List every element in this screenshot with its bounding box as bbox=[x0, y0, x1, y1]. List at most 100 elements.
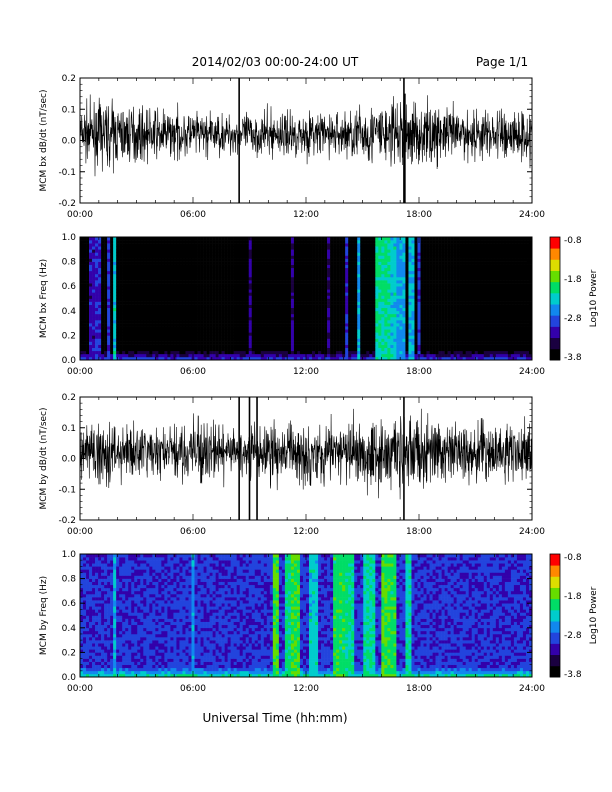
spectrogram-cell bbox=[152, 295, 156, 299]
spectrogram-cell bbox=[248, 313, 253, 318]
spectrogram-cell bbox=[110, 301, 114, 305]
spectrogram-cell bbox=[281, 316, 286, 321]
spectrogram-cell bbox=[384, 280, 388, 284]
spectrogram-cell bbox=[369, 353, 373, 358]
spectrogram-cell bbox=[224, 338, 228, 342]
spectrogram-cell bbox=[191, 307, 195, 312]
spectrogram-cell bbox=[110, 243, 114, 247]
spectrogram-cell bbox=[146, 304, 150, 309]
spectrogram-cell bbox=[242, 353, 247, 358]
spectrogram-cell bbox=[125, 289, 129, 293]
spectrogram-cell bbox=[236, 240, 240, 244]
spectrogram-cell bbox=[290, 307, 295, 312]
spectrogram-cell bbox=[345, 283, 349, 287]
spectrogram-cell bbox=[113, 323, 117, 327]
spectrogram-cell bbox=[399, 255, 403, 259]
spectrogram-cell bbox=[369, 347, 373, 352]
spectrogram-cell bbox=[200, 295, 204, 299]
spectrogram-cell bbox=[426, 316, 430, 321]
spectrogram-cell bbox=[312, 295, 316, 299]
spectrogram-cell bbox=[399, 237, 403, 241]
spectrogram-cell bbox=[426, 356, 430, 361]
spectrogram-cell bbox=[366, 316, 370, 321]
spectrogram-cell bbox=[266, 307, 271, 312]
spectrogram-cell bbox=[83, 341, 87, 345]
spectrogram-cell bbox=[242, 310, 247, 315]
spectrogram-cell bbox=[164, 307, 168, 312]
spectrogram-cell bbox=[206, 270, 210, 275]
spectrogram-cell bbox=[429, 335, 433, 339]
spectrogram-cell bbox=[321, 292, 325, 296]
spectrogram-cell bbox=[429, 320, 433, 324]
spectrogram-cell bbox=[116, 258, 120, 262]
spectrogram-cell bbox=[275, 341, 280, 345]
spectrogram-cell bbox=[324, 295, 328, 299]
spectrogram-cell bbox=[125, 301, 129, 305]
spectrogram-cell bbox=[185, 298, 189, 302]
spectrogram-cell bbox=[143, 252, 147, 256]
spectrogram-cell bbox=[399, 249, 403, 253]
spectrogram-cell bbox=[327, 249, 331, 253]
spectrogram-cell bbox=[158, 249, 162, 253]
spectrogram-cell bbox=[167, 276, 171, 281]
spectrogram-cell bbox=[357, 264, 361, 269]
spectrogram-cell bbox=[309, 295, 313, 299]
spectrogram-cell bbox=[342, 307, 346, 312]
spectrogram-cell bbox=[227, 304, 231, 309]
spectrogram-cell bbox=[239, 237, 244, 241]
spectrogram-cell bbox=[110, 313, 114, 318]
spectrogram-cell bbox=[98, 341, 102, 345]
spectrogram-cell bbox=[95, 338, 99, 342]
spectrogram-cell bbox=[248, 301, 253, 305]
spectrogram-cell bbox=[423, 289, 427, 293]
spectrogram-cell bbox=[299, 350, 304, 355]
spectrogram-cell bbox=[164, 344, 168, 349]
spectrogram-cell bbox=[336, 246, 340, 250]
spectrogram-cell bbox=[140, 350, 144, 355]
spectrogram-cell bbox=[215, 261, 219, 265]
spectrogram-cell bbox=[312, 261, 316, 265]
spectrogram-cell bbox=[248, 356, 253, 361]
spectrogram-cell bbox=[167, 356, 171, 361]
spectrogram-cell bbox=[372, 323, 376, 327]
spectrogram-cell bbox=[134, 338, 138, 342]
spectrogram-cell bbox=[89, 270, 93, 275]
spectrogram-cell bbox=[336, 320, 340, 324]
spectrogram-cell bbox=[444, 301, 448, 305]
spectrogram-cell bbox=[215, 304, 219, 309]
spectrogram-cell bbox=[330, 237, 334, 241]
spectrogram-cell bbox=[408, 301, 412, 305]
spectrogram-cell bbox=[218, 261, 222, 265]
spectrogram-cell bbox=[366, 335, 370, 339]
spectrogram-cell bbox=[149, 273, 153, 278]
spectrogram-cell bbox=[224, 237, 228, 241]
spectrogram-cell bbox=[143, 255, 147, 259]
spectrogram-cell bbox=[312, 298, 316, 302]
spectrogram-cell bbox=[155, 258, 159, 262]
spectrogram-cell bbox=[254, 255, 259, 259]
spectrogram-cell bbox=[149, 350, 153, 355]
spectrogram-cell bbox=[98, 252, 102, 256]
spectrogram-cell bbox=[351, 255, 355, 259]
spectrogram-cell bbox=[203, 341, 207, 345]
spectrogram-cell bbox=[345, 338, 349, 342]
spectrogram-cell bbox=[152, 243, 156, 247]
spectrogram-cell bbox=[200, 252, 204, 256]
spectrogram-cell bbox=[315, 289, 319, 293]
spectrogram-cell bbox=[339, 240, 343, 244]
spectrogram-cell bbox=[366, 295, 370, 299]
spectrogram-cell bbox=[405, 246, 409, 250]
spectrogram bbox=[80, 237, 533, 361]
spectrogram-cell bbox=[321, 258, 325, 262]
spectrogram-cell bbox=[360, 258, 364, 262]
spectrogram-cell bbox=[158, 258, 162, 262]
spectrogram-cell bbox=[420, 310, 424, 315]
spectrogram-cell bbox=[420, 350, 424, 355]
spectrogram-cell bbox=[224, 280, 228, 284]
spectrogram-cell bbox=[275, 289, 280, 293]
spectrogram-cell bbox=[414, 335, 418, 339]
spectrogram-cell bbox=[236, 350, 240, 355]
spectrogram-cell bbox=[345, 280, 349, 284]
spectrogram-cell bbox=[191, 283, 195, 287]
spectrogram-cell bbox=[110, 276, 114, 281]
